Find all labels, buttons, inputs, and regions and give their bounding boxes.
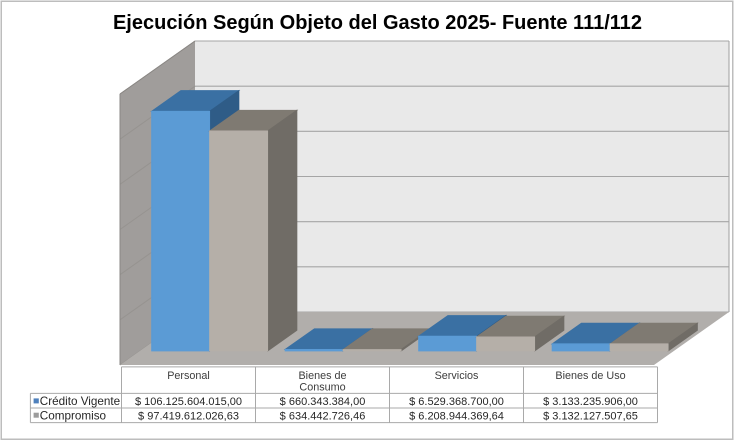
svg-text:Servicios: Servicios [435, 370, 479, 382]
svg-text:$ 634.442.726,46: $ 634.442.726,46 [280, 410, 366, 422]
svg-text:$ 3.133.235.906,00: $ 3.133.235.906,00 [543, 396, 638, 408]
svg-text:$ 6.208.944.369,64: $ 6.208.944.369,64 [409, 410, 504, 422]
svg-text:$ 660.343.384,00: $ 660.343.384,00 [280, 396, 366, 408]
svg-text:Compromiso: Compromiso [40, 409, 107, 422]
svg-text:$ 97.419.612.026,63: $ 97.419.612.026,63 [138, 410, 239, 422]
svg-text:$ 6.529.368.700,00: $ 6.529.368.700,00 [409, 396, 504, 408]
svg-text:Bienes de Uso: Bienes de Uso [555, 370, 625, 382]
svg-text:$ 106.125.604.015,00: $ 106.125.604.015,00 [135, 396, 242, 408]
svg-text:Consumo: Consumo [299, 382, 345, 394]
svg-text:Crédito Vigente: Crédito Vigente [40, 395, 120, 408]
svg-text:Bienes de: Bienes de [298, 370, 346, 382]
svg-text:Personal: Personal [167, 370, 210, 382]
svg-text:$ 3.132.127.507,65: $ 3.132.127.507,65 [543, 410, 638, 422]
